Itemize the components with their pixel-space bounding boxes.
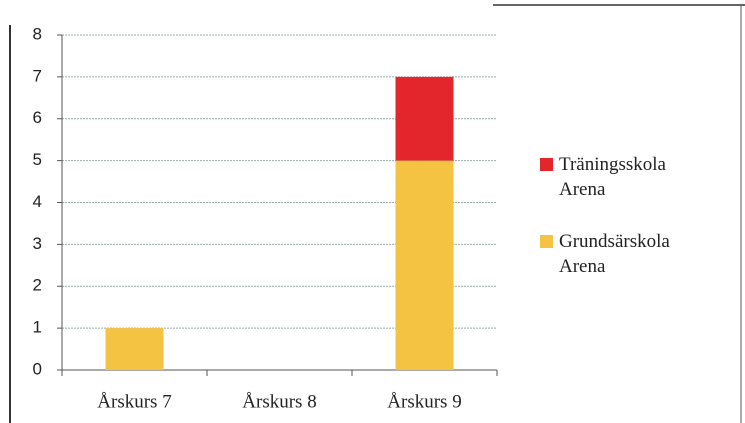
legend-item: Träningsskola Arena (540, 152, 730, 202)
y-tick-label: 8 (33, 24, 42, 43)
legend-swatch (540, 235, 553, 248)
y-tick-label: 7 (33, 66, 42, 85)
y-tick-label: 1 (33, 318, 42, 337)
legend-item: Grundsärskola Arena (540, 229, 730, 279)
y-tick-label: 0 (33, 359, 42, 378)
x-tick-label: Årskurs 9 (387, 391, 461, 412)
legend-label: Grundsärskola Arena (559, 231, 670, 277)
y-tick-label: 6 (33, 108, 42, 127)
y-tick-label: 2 (33, 276, 42, 295)
y-tick-label: 5 (33, 150, 42, 169)
y-tick-label: 3 (33, 234, 42, 253)
bar-segment (105, 328, 164, 370)
bar-segment (395, 76, 454, 161)
x-tick-label: Årskurs 7 (97, 391, 171, 412)
y-tick-label: 4 (33, 192, 42, 211)
legend-swatch (540, 158, 553, 171)
legend-label: Träningsskola Arena (559, 154, 666, 200)
bar-segment (395, 160, 454, 370)
x-tick-label: Årskurs 8 (242, 391, 316, 412)
